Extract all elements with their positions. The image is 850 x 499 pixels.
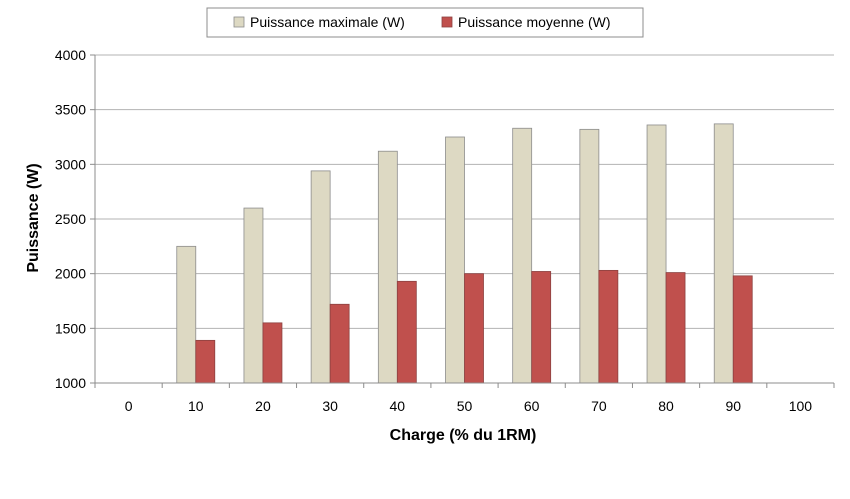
bar-max-power xyxy=(310,170,331,384)
bar-max-power xyxy=(377,150,398,384)
x-tick-label: 0 xyxy=(125,398,133,414)
bars xyxy=(176,123,753,384)
axes xyxy=(94,55,835,388)
bar-max-power xyxy=(445,136,465,384)
legend-label-mean: Puissance moyenne (W) xyxy=(458,14,611,30)
y-tick-label: 1500 xyxy=(55,320,86,336)
bar-mean-power xyxy=(329,303,350,384)
legend-label-max: Puissance maximale (W) xyxy=(250,14,405,30)
x-tick-label: 30 xyxy=(322,398,338,414)
x-tick-label: 60 xyxy=(524,398,540,414)
x-tick-label: 40 xyxy=(390,398,406,414)
bar-max-power xyxy=(713,123,734,384)
bar-max-power xyxy=(579,128,600,384)
x-tick-label: 50 xyxy=(457,398,473,414)
x-tick-label: 90 xyxy=(725,398,741,414)
bar-mean-power xyxy=(598,269,619,384)
legend-swatch-max xyxy=(233,16,245,28)
bar-mean-power xyxy=(665,272,686,384)
bar-mean-power xyxy=(464,273,484,384)
bar-max-power xyxy=(176,245,197,384)
y-tick-label: 3000 xyxy=(55,156,86,172)
x-tick-label: 70 xyxy=(591,398,607,414)
bar-mean-power xyxy=(732,275,753,384)
x-tick-labels: 0 10 20 30 40 50 60 70 80 90 100 xyxy=(125,398,813,414)
y-tick-label: 2000 xyxy=(55,266,86,282)
x-tick-label: 10 xyxy=(188,398,204,414)
y-tick-label: 1000 xyxy=(55,375,86,391)
bar-max-power xyxy=(646,124,667,384)
bar-max-power xyxy=(512,127,533,384)
y-tick-labels: 1000 1500 2000 2500 3000 3500 4000 xyxy=(55,47,86,391)
bar-mean-power xyxy=(195,339,216,384)
legend-swatch-mean xyxy=(441,16,453,28)
bar-mean-power xyxy=(262,322,283,384)
x-tick-label: 100 xyxy=(789,398,813,414)
bar-max-power xyxy=(243,207,264,384)
y-tick-label: 4000 xyxy=(55,47,86,63)
legend: Puissance maximale (W) Puissance moyenne… xyxy=(206,7,644,38)
y-axis-title: Puissance (W) xyxy=(25,163,42,272)
y-tick-label: 3500 xyxy=(55,102,86,118)
y-tick-label: 2500 xyxy=(55,211,86,227)
x-tick-label: 20 xyxy=(255,398,271,414)
legend-box xyxy=(206,7,644,38)
bar-mean-power xyxy=(396,280,417,384)
x-axis-title: Charge (% du 1RM) xyxy=(390,427,537,444)
bar-mean-power xyxy=(531,271,552,384)
x-tick-label: 80 xyxy=(658,398,674,414)
